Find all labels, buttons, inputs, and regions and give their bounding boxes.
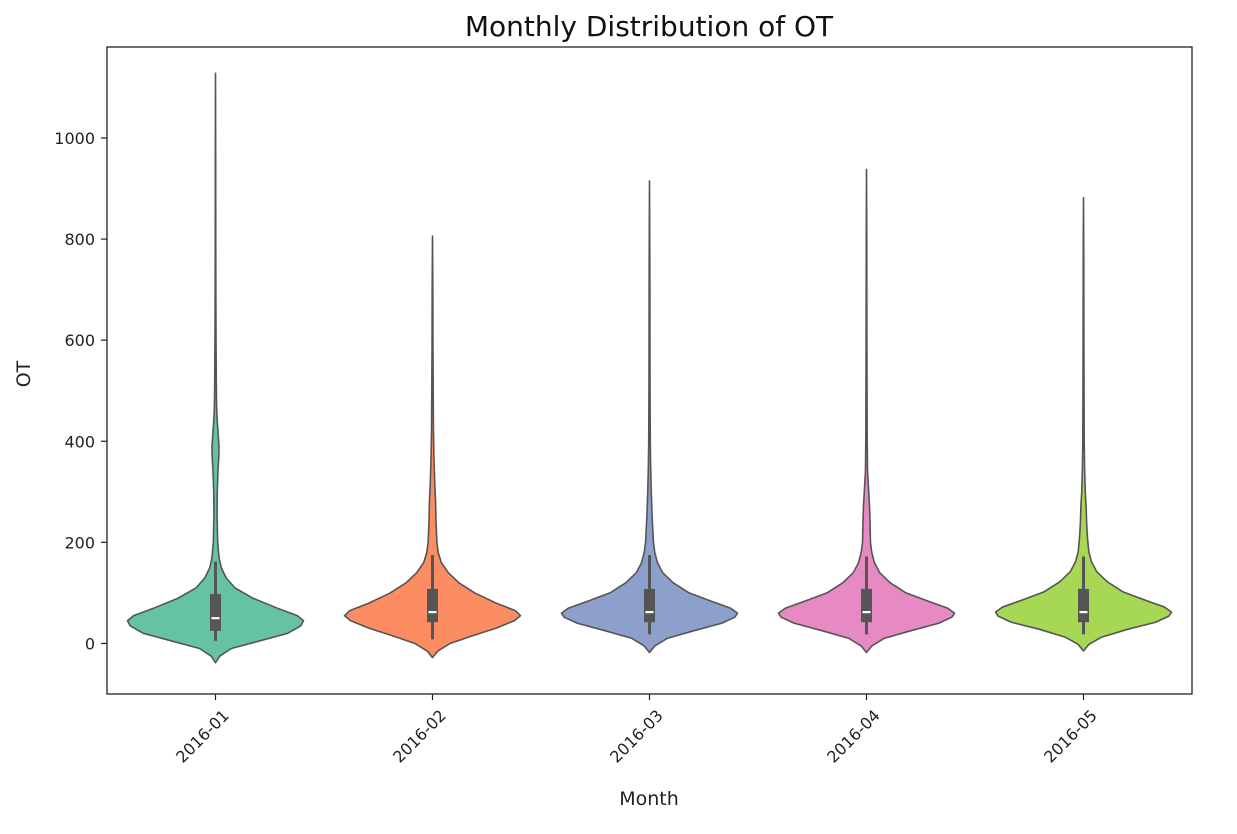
x-tick-label: 2016-02 [389, 706, 450, 767]
chart-title: Monthly Distribution of OT [465, 10, 834, 43]
iqr-box-2016-04 [861, 588, 872, 623]
violin-2016-04 [777, 168, 956, 654]
y-tick-label: 0 [85, 634, 95, 653]
y-tick-label: 400 [64, 432, 95, 451]
x-tick-label: 2016-01 [172, 706, 233, 767]
y-tick-label: 1000 [54, 129, 95, 148]
violin-group [126, 72, 1173, 664]
y-axis-label: OT [13, 360, 35, 387]
x-axis-label: Month [619, 788, 679, 810]
iqr-box-2016-03 [644, 588, 655, 623]
y-axis: 0 200 400 600 800 1000 [54, 129, 107, 653]
y-tick-label: 200 [64, 533, 95, 552]
x-tick-label: 2016-05 [1040, 706, 1101, 767]
violin-2016-03 [560, 180, 739, 654]
violin-2016-05 [994, 196, 1173, 652]
x-tick-label: 2016-03 [606, 706, 667, 767]
iqr-box-2016-05 [1078, 588, 1089, 623]
y-tick-label: 800 [64, 230, 95, 249]
iqr-box-2016-02 [427, 588, 438, 623]
y-tick-label: 600 [64, 331, 95, 350]
violin-2016-02 [343, 235, 522, 659]
iqr-box-2016-01 [210, 593, 221, 631]
x-tick-label: 2016-04 [823, 706, 884, 767]
x-axis: 2016-01 2016-02 2016-03 2016-04 2016-05 [172, 694, 1101, 767]
violin-2016-01 [126, 72, 305, 664]
